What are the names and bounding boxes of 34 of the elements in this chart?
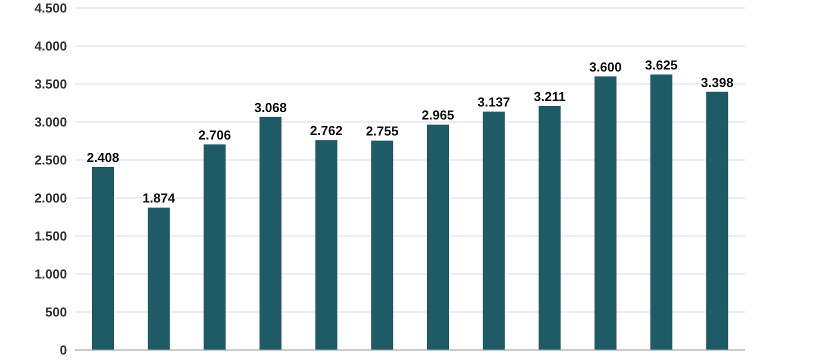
y-tick-label: 0 <box>60 342 67 358</box>
data-label: 2.755 <box>366 124 398 139</box>
y-tick-label: 1.000 <box>34 266 67 282</box>
data-label: 3.068 <box>254 100 287 115</box>
bar <box>594 76 616 350</box>
bar <box>260 116 282 350</box>
y-tick-label: 4.000 <box>34 38 67 54</box>
bar <box>427 124 449 350</box>
data-label: 3.137 <box>478 94 510 110</box>
bar <box>650 74 672 350</box>
y-tick-label: 2.000 <box>34 190 67 206</box>
bar <box>371 140 394 350</box>
bar <box>706 92 728 350</box>
data-label: 2.408 <box>86 150 120 165</box>
data-label: 2.706 <box>198 127 231 142</box>
y-tick-label: 4.500 <box>34 0 67 16</box>
data-label: 2.965 <box>422 108 454 123</box>
y-tick-label: 3.500 <box>34 76 67 92</box>
bar <box>92 166 114 350</box>
y-tick-label: 2.500 <box>34 152 67 168</box>
bar <box>148 208 170 350</box>
y-tick-label: 3.000 <box>34 114 67 130</box>
bar <box>538 106 561 350</box>
data-label: 3.211 <box>534 88 566 104</box>
data-label: 3.625 <box>645 58 678 72</box>
data-label: 1.874 <box>142 190 176 206</box>
data-label: 3.600 <box>589 59 622 74</box>
bar <box>482 112 505 350</box>
bar <box>204 144 226 350</box>
data-label: 2.762 <box>310 123 343 138</box>
y-tick-label: 1.500 <box>34 228 67 244</box>
bar <box>315 140 338 350</box>
data-label: 3.398 <box>700 74 734 90</box>
y-tick-label: 500 <box>45 304 67 320</box>
